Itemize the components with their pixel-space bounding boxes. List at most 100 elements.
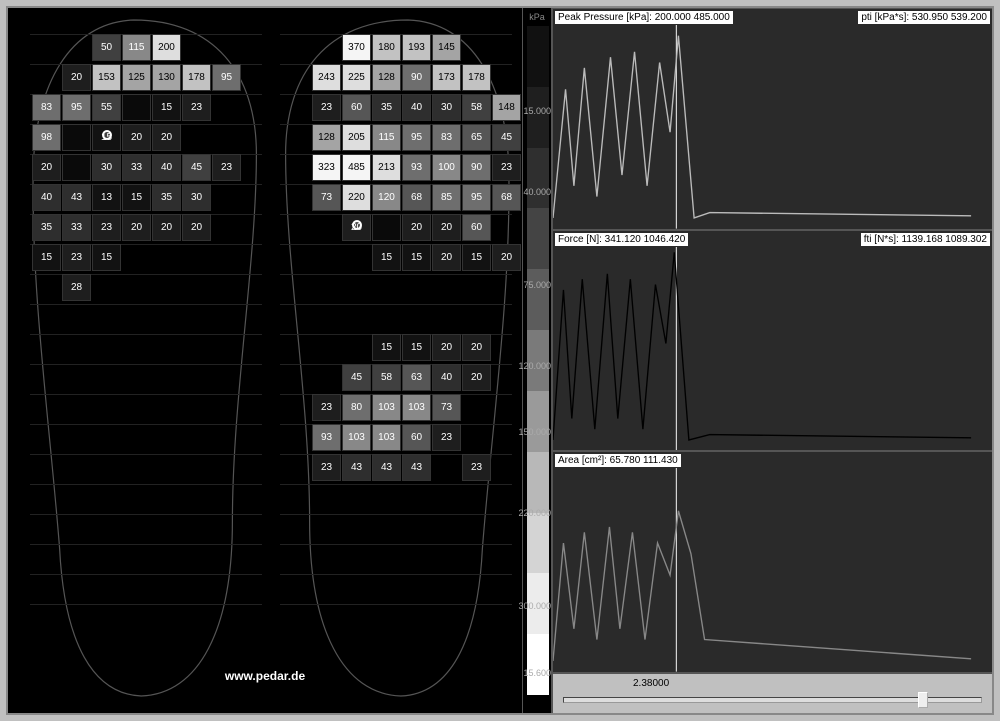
pressure-cell[interactable]: 80 <box>342 394 371 421</box>
slider-thumb[interactable] <box>918 692 928 708</box>
pressure-cell[interactable]: 20 <box>432 214 461 241</box>
pressure-cell[interactable]: 40 <box>402 94 431 121</box>
pressure-cell[interactable]: 28 <box>62 274 91 301</box>
pressure-cell[interactable]: 45 <box>492 124 521 151</box>
pressure-cell[interactable]: 20 <box>62 64 91 91</box>
pressure-cell[interactable]: 20 <box>152 124 181 151</box>
pressure-cell[interactable]: 98 <box>32 124 61 151</box>
pressure-cell[interactable] <box>62 154 91 181</box>
pressure-cell[interactable]: 15 <box>122 184 151 211</box>
pressure-cell[interactable] <box>372 214 401 241</box>
pressure-cell[interactable]: 93 <box>312 424 341 451</box>
pressure-cell[interactable]: 23 <box>312 454 341 481</box>
pressure-cell[interactable]: 120 <box>372 184 401 211</box>
pressure-cell[interactable]: 103 <box>402 394 431 421</box>
pressure-cell[interactable]: 60 <box>402 424 431 451</box>
pressure-cell[interactable]: 15 <box>152 94 181 121</box>
pressure-cell[interactable]: 95 <box>62 94 91 121</box>
pressure-cell[interactable]: 178 <box>182 64 211 91</box>
pressure-cell[interactable]: 15 <box>402 244 431 271</box>
pressure-cell[interactable]: 20 <box>122 214 151 241</box>
pressure-cell[interactable]: 33 <box>122 154 151 181</box>
pressure-cell[interactable]: 323 <box>312 154 341 181</box>
pressure-cell[interactable]: 20 <box>32 154 61 181</box>
pressure-cell[interactable]: 213 <box>372 154 401 181</box>
pressure-cell[interactable]: 35 <box>32 214 61 241</box>
pressure-cell[interactable]: 15 <box>402 334 431 361</box>
pressure-cell[interactable]: 128 <box>372 64 401 91</box>
pressure-cell[interactable]: 83 <box>432 124 461 151</box>
pressure-cell[interactable]: 95 <box>402 124 431 151</box>
pressure-cell[interactable]: 60 <box>462 214 491 241</box>
pressure-cell[interactable]: 90 <box>402 64 431 91</box>
pressure-cell[interactable]: 485 <box>342 154 371 181</box>
pressure-cell[interactable]: 95 <box>462 184 491 211</box>
pressure-cell[interactable]: 30 <box>182 184 211 211</box>
pressure-cell[interactable]: 90 <box>462 154 491 181</box>
pressure-cell[interactable]: 370 <box>342 34 371 61</box>
pressure-cell[interactable]: 55 <box>92 94 121 121</box>
pressure-cell[interactable]: 20 <box>462 364 491 391</box>
pressure-cell[interactable]: 15 <box>32 244 61 271</box>
pressure-cell[interactable]: 20 <box>432 244 461 271</box>
pressure-cell[interactable]: 60 <box>342 94 371 121</box>
pressure-cell[interactable]: 20 <box>402 214 431 241</box>
pressure-cell[interactable]: 73 <box>312 184 341 211</box>
pressure-cell[interactable]: 178 <box>462 64 491 91</box>
chart-plot[interactable] <box>553 25 992 229</box>
chart-plot[interactable] <box>553 468 992 672</box>
pressure-cell[interactable]: 45 <box>342 364 371 391</box>
pressure-cell[interactable]: 15 <box>92 244 121 271</box>
pressure-cell[interactable]: 45 <box>182 154 211 181</box>
pressure-cell[interactable]: 65 <box>462 124 491 151</box>
pressure-cell[interactable]: 43 <box>372 454 401 481</box>
pressure-cell[interactable]: 40 <box>152 154 181 181</box>
pressure-cell[interactable]: 30 <box>92 154 121 181</box>
pressure-cell[interactable]: 115 <box>372 124 401 151</box>
pressure-cell[interactable]: 43 <box>342 454 371 481</box>
pressure-cell[interactable]: 23 <box>312 94 341 121</box>
pressure-cell[interactable]: 173 <box>432 64 461 91</box>
left-foot-map[interactable]: 5011520020153125130178958395551523981520… <box>26 18 266 698</box>
pressure-cell[interactable]: 20 <box>492 244 521 271</box>
pressure-cell[interactable] <box>122 94 151 121</box>
pressure-cell[interactable]: 225 <box>342 64 371 91</box>
pressure-cell[interactable]: 180 <box>372 34 401 61</box>
pressure-cell[interactable]: 145 <box>432 34 461 61</box>
area-chart[interactable]: Area [cm²]: 65.780 111.430 <box>553 451 992 673</box>
pressure-cell[interactable]: 23 <box>182 94 211 121</box>
pressure-cell[interactable]: 130 <box>152 64 181 91</box>
pressure-cell[interactable]: 30 <box>432 94 461 121</box>
pressure-cell[interactable]: 20 <box>152 214 181 241</box>
pressure-cell[interactable]: 103 <box>372 424 401 451</box>
pressure-cell[interactable]: 128 <box>312 124 341 151</box>
pressure-cell[interactable]: 193 <box>402 34 431 61</box>
pressure-cell[interactable]: 95 <box>212 64 241 91</box>
pressure-cell[interactable]: 15 <box>462 244 491 271</box>
chart-plot[interactable] <box>553 247 992 451</box>
pressure-cell[interactable]: 23 <box>312 394 341 421</box>
pressure-cell[interactable]: 125 <box>122 64 151 91</box>
pressure-cell[interactable]: 93 <box>402 154 431 181</box>
pressure-cell[interactable]: 103 <box>342 424 371 451</box>
time-slider[interactable] <box>563 697 982 703</box>
pressure-cell[interactable]: 43 <box>62 184 91 211</box>
pressure-cell[interactable]: 243 <box>312 64 341 91</box>
pressure-cell[interactable]: 35 <box>152 184 181 211</box>
pressure-cell[interactable]: 13 <box>92 184 121 211</box>
pressure-cell[interactable]: 20 <box>182 214 211 241</box>
pressure-cell[interactable]: 85 <box>432 184 461 211</box>
pressure-cell[interactable] <box>62 124 91 151</box>
pressure-cell[interactable]: 58 <box>372 364 401 391</box>
pressure-cell[interactable]: 15 <box>372 334 401 361</box>
pressure-cell[interactable]: 200 <box>152 34 181 61</box>
pressure-cell[interactable]: 153 <box>92 64 121 91</box>
pressure-cell[interactable]: 68 <box>402 184 431 211</box>
pressure-cell[interactable]: 15 <box>372 244 401 271</box>
force-chart[interactable]: Force [N]: 341.120 1046.420fti [N*s]: 11… <box>553 230 992 452</box>
pressure-cell[interactable]: 205 <box>342 124 371 151</box>
pressure-cell[interactable]: 35 <box>372 94 401 121</box>
pressure-cell[interactable]: 23 <box>92 214 121 241</box>
peak-pressure-chart[interactable]: Peak Pressure [kPa]: 200.000 485.000pti … <box>553 8 992 230</box>
pressure-cell[interactable]: 23 <box>212 154 241 181</box>
